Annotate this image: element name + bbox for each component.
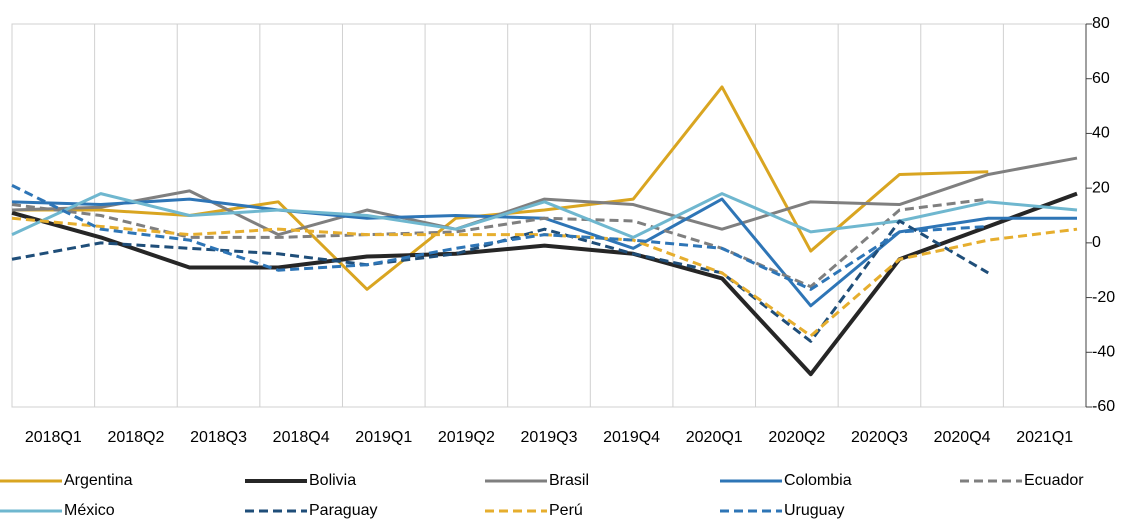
x-tick-label: 2019Q2	[438, 429, 495, 446]
x-tick-label: 2018Q3	[190, 429, 247, 446]
legend-label: México	[64, 502, 115, 519]
x-tick-label: 2020Q1	[686, 429, 743, 446]
x-tick-label: 2020Q4	[934, 429, 991, 446]
x-tick-label: 2019Q4	[603, 429, 660, 446]
legend-label: Brasil	[549, 472, 589, 489]
x-tick-label: 2019Q3	[521, 429, 578, 446]
legend-label: Colombia	[784, 472, 852, 489]
x-tick-label: 2019Q1	[355, 429, 412, 446]
y-tick-label: -20	[1092, 289, 1115, 306]
y-tick-label: -60	[1092, 398, 1115, 415]
x-tick-label: 2021Q1	[1016, 429, 1073, 446]
series-line	[11, 184, 989, 291]
legend-label: Bolivia	[309, 472, 356, 489]
series-line	[11, 197, 989, 289]
x-tick-label: 2018Q4	[273, 429, 330, 446]
y-tick-label: -40	[1092, 344, 1115, 361]
y-tick-label: 20	[1092, 179, 1110, 196]
x-tick-label: 2020Q3	[851, 429, 908, 446]
legend-label: Perú	[549, 502, 583, 519]
y-tick-label: 0	[1092, 234, 1101, 251]
y-tick-label: 40	[1092, 125, 1110, 142]
legend-label: Ecuador	[1024, 472, 1084, 489]
y-tick-label: 60	[1092, 70, 1110, 87]
legend-label: Uruguay	[784, 502, 844, 519]
series-line	[11, 156, 1078, 237]
x-tick-label: 2020Q2	[768, 429, 825, 446]
series-line	[11, 191, 1078, 377]
legend-label: Argentina	[64, 472, 133, 489]
legend-label: Paraguay	[309, 502, 378, 519]
y-tick-label: 80	[1092, 15, 1110, 32]
x-tick-label: 2018Q1	[25, 429, 82, 446]
x-tick-label: 2018Q2	[107, 429, 164, 446]
